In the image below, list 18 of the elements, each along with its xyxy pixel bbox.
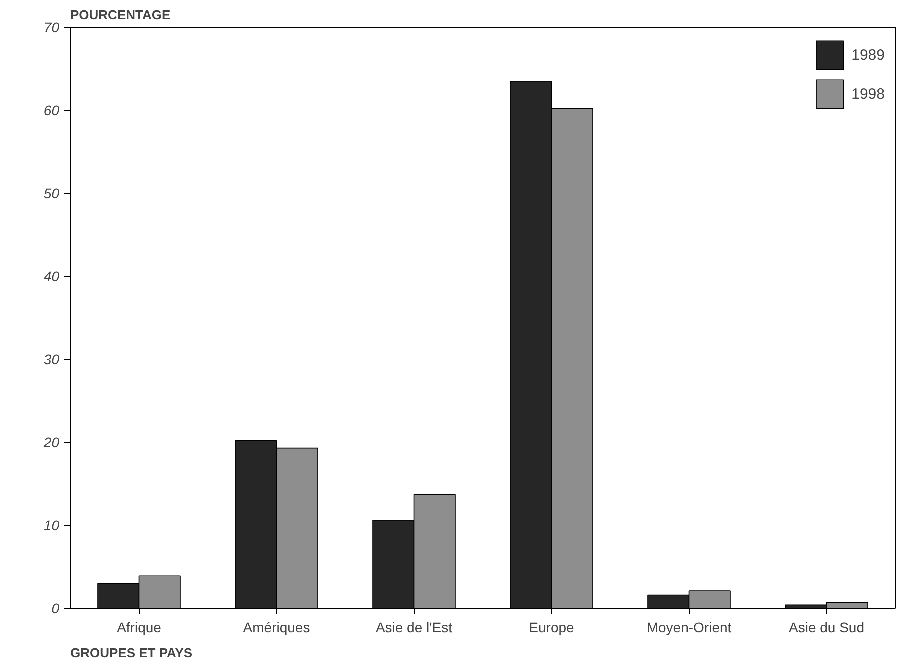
x-tick-label: Asie du Sud bbox=[789, 620, 864, 636]
y-tick-label: 30 bbox=[44, 352, 60, 368]
x-axis-title: GROUPES ET PAYS bbox=[70, 646, 193, 660]
y-tick-label: 40 bbox=[44, 268, 60, 284]
legend-label: 1989 bbox=[852, 46, 885, 64]
y-tick-label: 10 bbox=[44, 518, 60, 534]
x-tick-label: Asie de l'Est bbox=[376, 620, 453, 636]
y-tick-label: 70 bbox=[44, 20, 60, 36]
legend-label: 1998 bbox=[852, 86, 885, 102]
x-tick-label: Afrique bbox=[117, 620, 162, 636]
y-tick-label: 0 bbox=[52, 600, 60, 616]
x-tick-label: Europe bbox=[529, 620, 575, 636]
y-tick-label: 50 bbox=[44, 186, 60, 202]
y-axis-title: POURCENTAGE bbox=[70, 8, 171, 22]
x-tick-label: Moyen-Orient bbox=[646, 620, 732, 636]
y-tick-label: 60 bbox=[44, 102, 60, 118]
y-tick-label: 20 bbox=[42, 434, 60, 450]
x-tick-label: Amériques bbox=[243, 620, 310, 636]
